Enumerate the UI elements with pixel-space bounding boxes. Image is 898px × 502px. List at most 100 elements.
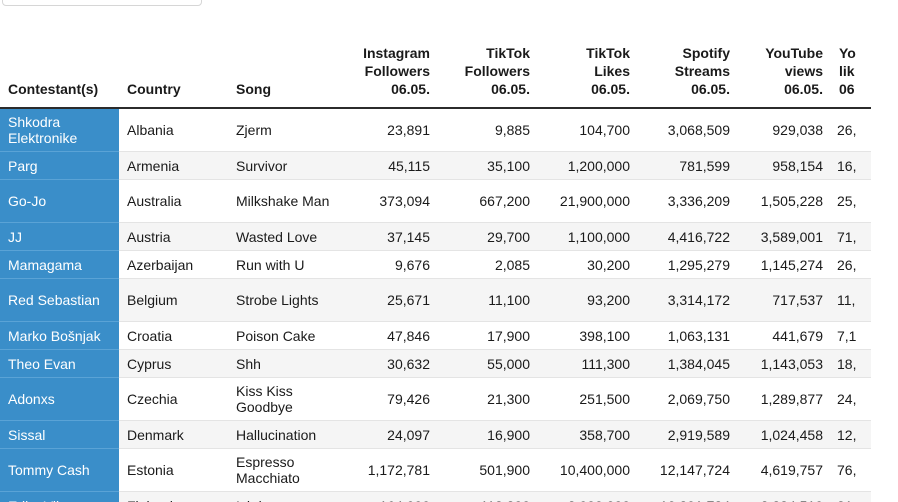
contestant-cell[interactable]: Tommy Cash [0,448,119,492]
youtube-views-cell: 441,679 [736,321,829,350]
instagram-cell: 47,846 [336,321,436,350]
tiktok-likes-cell: 2,900,000 [536,491,636,502]
table-row[interactable]: Marko Bošnjak Croatia Poison Cake 47,846… [0,321,871,350]
contestant-cell[interactable]: Parg [0,151,119,180]
spotify-cell: 2,069,750 [636,377,736,421]
spotify-cell: 3,068,509 [636,108,736,152]
contestant-cell[interactable]: JJ [0,222,119,251]
country-cell: Denmark [119,420,228,449]
youtube-views-cell: 4,619,757 [736,448,829,492]
youtube-likes-cell: 7,1 [829,321,871,350]
instagram-cell: 25,671 [336,278,436,322]
spotify-cell: 1,384,045 [636,349,736,378]
youtube-likes-cell: 31, [829,491,871,502]
youtube-views-cell: 1,289,877 [736,377,829,421]
header-contestant[interactable]: Contestant(s) [0,26,119,109]
table-row[interactable]: Go-Jo Australia Milkshake Man 373,094 66… [0,179,871,223]
tiktok-followers-cell: 55,000 [436,349,536,378]
tiktok-followers-cell: 17,900 [436,321,536,350]
tiktok-followers-cell: 667,200 [436,179,536,223]
country-cell: Armenia [119,151,228,180]
contestant-cell[interactable]: Theo Evan [0,349,119,378]
instagram-cell: 24,097 [336,420,436,449]
table-row[interactable]: Red Sebastian Belgium Strobe Lights 25,6… [0,278,871,322]
youtube-views-cell: 958,154 [736,151,829,180]
header-row: Contestant(s) Country Song Instagram Fol… [0,26,871,109]
contestant-cell[interactable]: Shkodra Elektronike [0,108,119,152]
song-cell: Espresso Macchiato [228,448,336,492]
youtube-views-cell: 1,024,458 [736,420,829,449]
tiktok-likes-cell: 398,100 [536,321,636,350]
instagram-cell: 37,145 [336,222,436,251]
youtube-likes-cell: 24, [829,377,871,421]
header-tiktok-followers[interactable]: TikTok Followers 06.05. [436,26,536,109]
contestant-cell[interactable]: Marko Bošnjak [0,321,119,350]
country-cell: Estonia [119,448,228,492]
spotify-cell: 1,295,279 [636,250,736,279]
youtube-views-cell: 3,384,519 [736,491,829,502]
country-cell: Cyprus [119,349,228,378]
contestant-cell[interactable]: Go-Jo [0,179,119,223]
youtube-views-cell: 3,589,001 [736,222,829,251]
youtube-likes-cell: 26, [829,108,871,152]
table-row[interactable]: Sissal Denmark Hallucination 24,097 16,9… [0,420,871,449]
song-cell: Milkshake Man [228,179,336,223]
table-row[interactable]: Mamagama Azerbaijan Run with U 9,676 2,0… [0,250,871,279]
youtube-likes-cell: 12, [829,420,871,449]
table-row[interactable]: Erika Vikman Finland Ich komme 164,999 1… [0,491,871,502]
song-cell: Kiss Kiss Goodbye [228,377,336,421]
country-cell: Albania [119,108,228,152]
spotify-cell: 10,291,724 [636,491,736,502]
spotify-cell: 2,919,589 [636,420,736,449]
header-instagram-followers[interactable]: Instagram Followers 06.05. [336,26,436,109]
youtube-likes-cell: 71, [829,222,871,251]
header-youtube-likes[interactable]: Yo lik 06 [829,26,871,109]
youtube-likes-cell: 11, [829,278,871,322]
instagram-cell: 373,094 [336,179,436,223]
header-spotify-streams[interactable]: Spotify Streams 06.05. [636,26,736,109]
youtube-views-cell: 1,143,053 [736,349,829,378]
tiktok-likes-cell: 358,700 [536,420,636,449]
contestant-cell[interactable]: Adonxs [0,377,119,421]
instagram-cell: 30,632 [336,349,436,378]
instagram-cell: 79,426 [336,377,436,421]
header-tiktok-likes[interactable]: TikTok Likes 06.05. [536,26,636,109]
tiktok-likes-cell: 1,200,000 [536,151,636,180]
contestant-cell[interactable]: Red Sebastian [0,278,119,322]
contestant-cell[interactable]: Erika Vikman [0,491,119,502]
table-row[interactable]: Tommy Cash Estonia Espresso Macchiato 1,… [0,448,871,492]
table-row[interactable]: Shkodra Elektronike Albania Zjerm 23,891… [0,108,871,152]
instagram-cell: 164,999 [336,491,436,502]
spotify-cell: 781,599 [636,151,736,180]
table-viewport[interactable]: Contestant(s) Country Song Instagram Fol… [0,26,871,502]
instagram-cell: 9,676 [336,250,436,279]
tiktok-followers-cell: 16,900 [436,420,536,449]
youtube-views-cell: 1,505,228 [736,179,829,223]
country-cell: Croatia [119,321,228,350]
tiktok-likes-cell: 251,500 [536,377,636,421]
table-row[interactable]: Parg Armenia Survivor 45,115 35,100 1,20… [0,151,871,180]
table-row[interactable]: Theo Evan Cyprus Shh 30,632 55,000 111,3… [0,349,871,378]
header-song[interactable]: Song [228,26,336,109]
youtube-views-cell: 929,038 [736,108,829,152]
country-cell: Belgium [119,278,228,322]
song-cell: Zjerm [228,108,336,152]
tiktok-followers-cell: 113,800 [436,491,536,502]
search-input[interactable] [2,0,202,6]
spotify-cell: 1,063,131 [636,321,736,350]
table-row[interactable]: Adonxs Czechia Kiss Kiss Goodbye 79,426 … [0,377,871,421]
youtube-likes-cell: 76, [829,448,871,492]
song-cell: Shh [228,349,336,378]
song-cell: Hallucination [228,420,336,449]
tiktok-followers-cell: 9,885 [436,108,536,152]
header-country[interactable]: Country [119,26,228,109]
country-cell: Austria [119,222,228,251]
contestant-cell[interactable]: Mamagama [0,250,119,279]
table-row[interactable]: JJ Austria Wasted Love 37,145 29,700 1,1… [0,222,871,251]
header-youtube-views[interactable]: YouTube views 06.05. [736,26,829,109]
contestant-cell[interactable]: Sissal [0,420,119,449]
song-cell: Ich komme [228,491,336,502]
song-cell: Wasted Love [228,222,336,251]
youtube-likes-cell: 18, [829,349,871,378]
